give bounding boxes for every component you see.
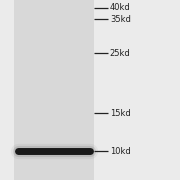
Text: 15kd: 15kd [110,109,130,118]
Bar [14,0,94,180]
Text: 35kd: 35kd [110,15,131,24]
Text: 10kd: 10kd [110,147,130,156]
Text: 25kd: 25kd [110,49,130,58]
Text: 40kd: 40kd [110,3,130,12]
